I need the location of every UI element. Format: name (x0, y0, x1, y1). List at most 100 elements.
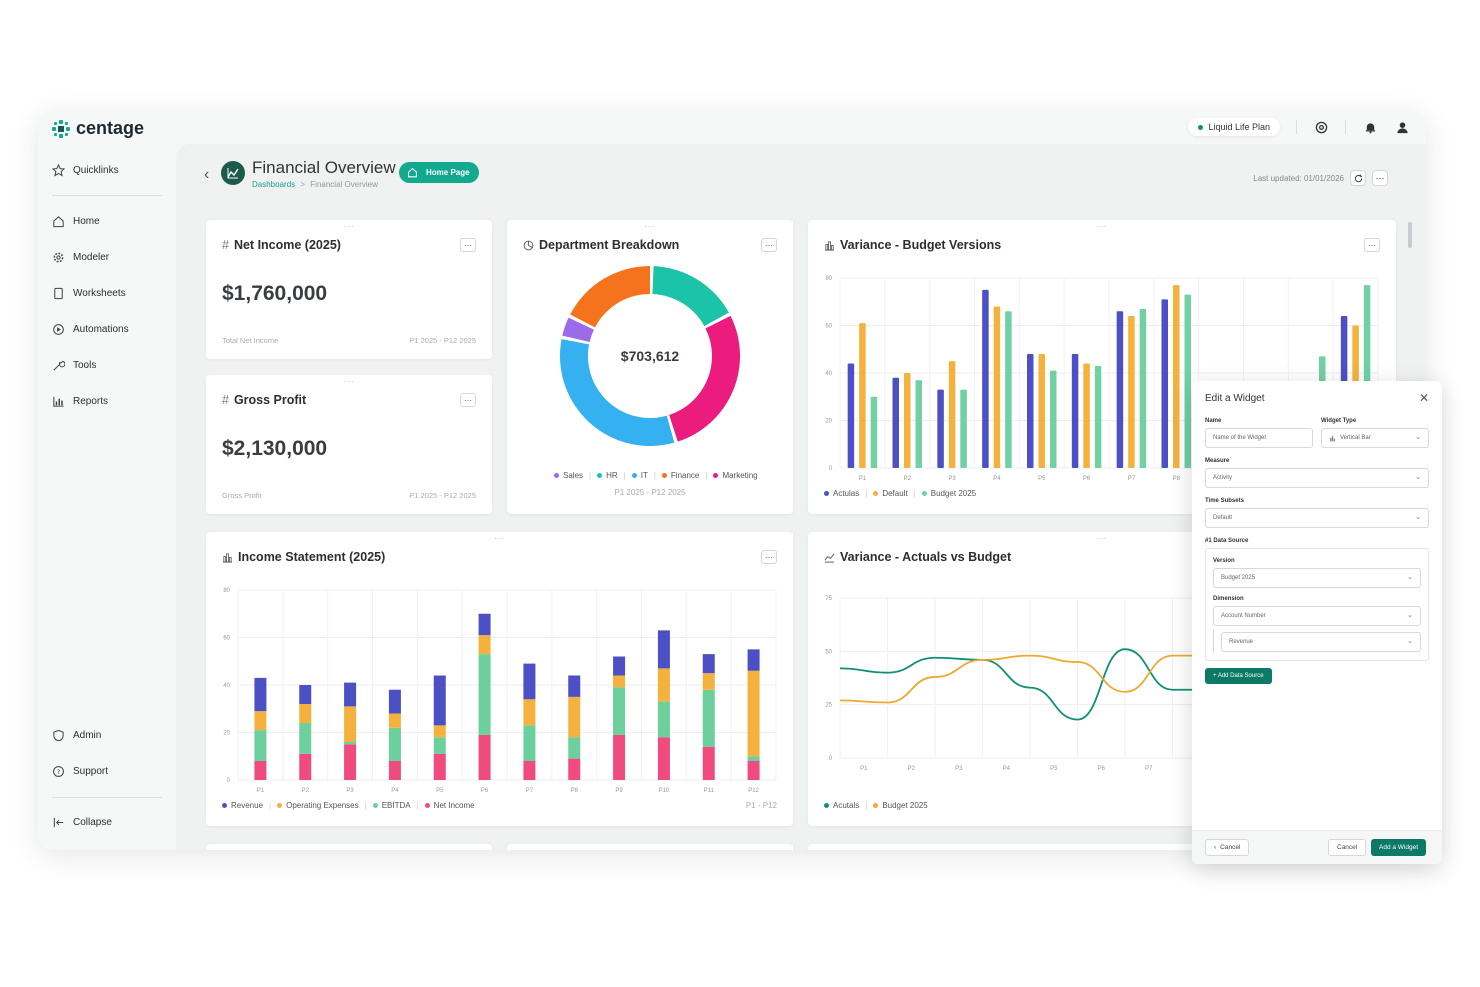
stack-segment-ebitda (657, 701, 670, 738)
drag-handle-icon[interactable]: ··· (1096, 222, 1108, 231)
donut-slice-sales (562, 317, 594, 342)
gross-profit-card: ··· # Gross Profit ··· $2,130,000 Gross P… (206, 375, 492, 514)
time-subsets-select[interactable]: Default ⌄ (1205, 508, 1429, 528)
kpi-caption: Total Net Income (222, 336, 279, 345)
bell-icon[interactable] (1362, 119, 1378, 135)
y-tick-label: 80 (223, 588, 230, 594)
page-more-icon[interactable]: ··· (1372, 170, 1388, 186)
bar-default (993, 306, 1001, 468)
drag-handle-icon[interactable]: ··· (343, 377, 355, 386)
sidebar-item-quicklinks[interactable]: Quicklinks (52, 164, 119, 177)
refresh-icon[interactable] (1350, 170, 1366, 186)
home-page-button[interactable]: Home Page (399, 162, 479, 183)
tree-connector (1213, 629, 1214, 653)
sidebar-collapse-button[interactable]: Collapse (52, 816, 112, 829)
card-more-button[interactable]: ··· (761, 238, 777, 252)
brand-logo[interactable]: centage (52, 118, 144, 139)
add-data-source-button[interactable]: + Add Data Source (1205, 668, 1272, 684)
time-subsets-label: Time Subsets (1205, 498, 1244, 504)
drag-handle-icon[interactable]: ··· (644, 222, 656, 231)
stack-segment-net-income (433, 753, 446, 780)
drag-handle-icon[interactable]: ··· (494, 534, 505, 543)
stack-segment-ebitda (478, 654, 491, 735)
card-more-button[interactable]: ··· (460, 238, 476, 252)
cancel-button[interactable]: Cancel (1328, 839, 1367, 856)
x-tick-label: P10 (659, 788, 670, 794)
legend-label: Finance (670, 471, 700, 480)
legend-swatch (424, 803, 430, 808)
legend-separator: | (865, 801, 868, 810)
stack-segment-net-income (523, 761, 536, 780)
sidebar-item-home[interactable]: Home (52, 215, 100, 228)
pie-chart-icon (523, 240, 534, 250)
breadcrumb-root-link[interactable]: Dashboards (252, 180, 296, 189)
close-icon[interactable]: ✕ (1418, 391, 1429, 405)
legend-label: Acutals (833, 801, 860, 810)
x-tick-label: P8 (571, 788, 579, 794)
version-label: Version (1213, 558, 1235, 564)
stack-segment-ebitda (299, 723, 312, 754)
user-icon[interactable] (1394, 119, 1410, 135)
stack-segment-net-income (747, 761, 760, 780)
x-tick-label: P7 (1128, 476, 1136, 482)
card-more-button[interactable]: ··· (1364, 238, 1380, 252)
hash-icon: # (222, 393, 229, 407)
bar-actulas (892, 377, 899, 468)
sidebar-item-label: Automations (73, 324, 129, 335)
widget-name-input[interactable]: Name of the Widget (1205, 428, 1313, 448)
sidebar-item-reports[interactable]: Reports (52, 395, 108, 408)
add-widget-button[interactable]: Add a Widget (1371, 839, 1427, 856)
sidebar-item-tools[interactable]: Tools (52, 359, 96, 372)
drag-handle-icon[interactable]: ··· (1096, 534, 1108, 543)
bar-default (859, 323, 866, 468)
drag-handle-icon[interactable]: ··· (343, 222, 355, 231)
dimension-select[interactable]: Account Number ⌄ (1213, 606, 1421, 626)
dashboard-scrollbar[interactable] (1408, 222, 1412, 248)
bar-default (1038, 354, 1045, 468)
card-title-text: Department Breakdown (539, 238, 680, 252)
card-title-text: Gross Profit (233, 393, 307, 407)
sidebar-item-modeler[interactable]: Modeler (52, 251, 109, 264)
back-cancel-button[interactable]: ‹ Cancel (1205, 839, 1250, 856)
legend-separator: | (416, 801, 419, 810)
card-more-button[interactable]: ··· (460, 393, 476, 407)
dimension-label: Dimension (1213, 596, 1244, 602)
sidebar-item-support[interactable]: ? Support (52, 765, 108, 778)
stack-segment-net-income (478, 734, 491, 780)
stack-segment-revenue (523, 663, 536, 700)
stack-segment-operating-expenses (433, 725, 446, 738)
sidebar-item-worksheets[interactable]: Worksheets (52, 287, 126, 300)
sidebar-item-label: Home (73, 216, 100, 227)
stack-segment-revenue (299, 685, 312, 704)
legend-separator: | (705, 471, 708, 480)
bar-chart-icon (824, 240, 835, 251)
y-tick-label: 0 (227, 778, 231, 784)
legend-swatch (631, 473, 637, 478)
x-tick-label: P4 (993, 476, 1001, 482)
logo-icon (52, 119, 70, 138)
x-tick-label: P6 (1083, 476, 1091, 482)
dimension-member-select[interactable]: Revenue ⌄ (1221, 632, 1421, 652)
plan-selector[interactable]: Liquid Life Plan (1188, 118, 1280, 136)
x-tick-label: P5 (1038, 476, 1046, 482)
sidebar-item-automations[interactable]: Automations (52, 323, 129, 336)
dimension-member-value: Revenue (1229, 639, 1254, 645)
star-icon (52, 164, 65, 177)
stack-segment-operating-expenses (568, 696, 581, 738)
donut-slice-finance (570, 266, 650, 328)
legend-label: Budget 2025 (882, 801, 928, 810)
stack-segment-net-income (388, 761, 401, 780)
net-income-card: ··· # Net Income (2025) ··· $1,760,000 To… (206, 220, 492, 359)
at-icon[interactable] (1313, 119, 1329, 135)
back-chevron-icon[interactable]: ‹ (204, 166, 210, 183)
breadcrumb-separator: > (300, 180, 306, 189)
measure-select[interactable]: Activity ⌄ (1205, 468, 1429, 488)
page-title: Financial Overview (252, 158, 396, 177)
sidebar-item-admin[interactable]: Admin (52, 729, 101, 742)
version-select[interactable]: Budget 2025 ⌄ (1213, 568, 1421, 588)
card-more-button[interactable]: ··· (761, 550, 777, 564)
automation-icon (53, 324, 64, 335)
y-tick-label: 75 (825, 596, 832, 602)
bar-budget-2025 (1005, 311, 1012, 468)
widget-type-select[interactable]: Vertical Bar ⌄ (1321, 428, 1429, 448)
